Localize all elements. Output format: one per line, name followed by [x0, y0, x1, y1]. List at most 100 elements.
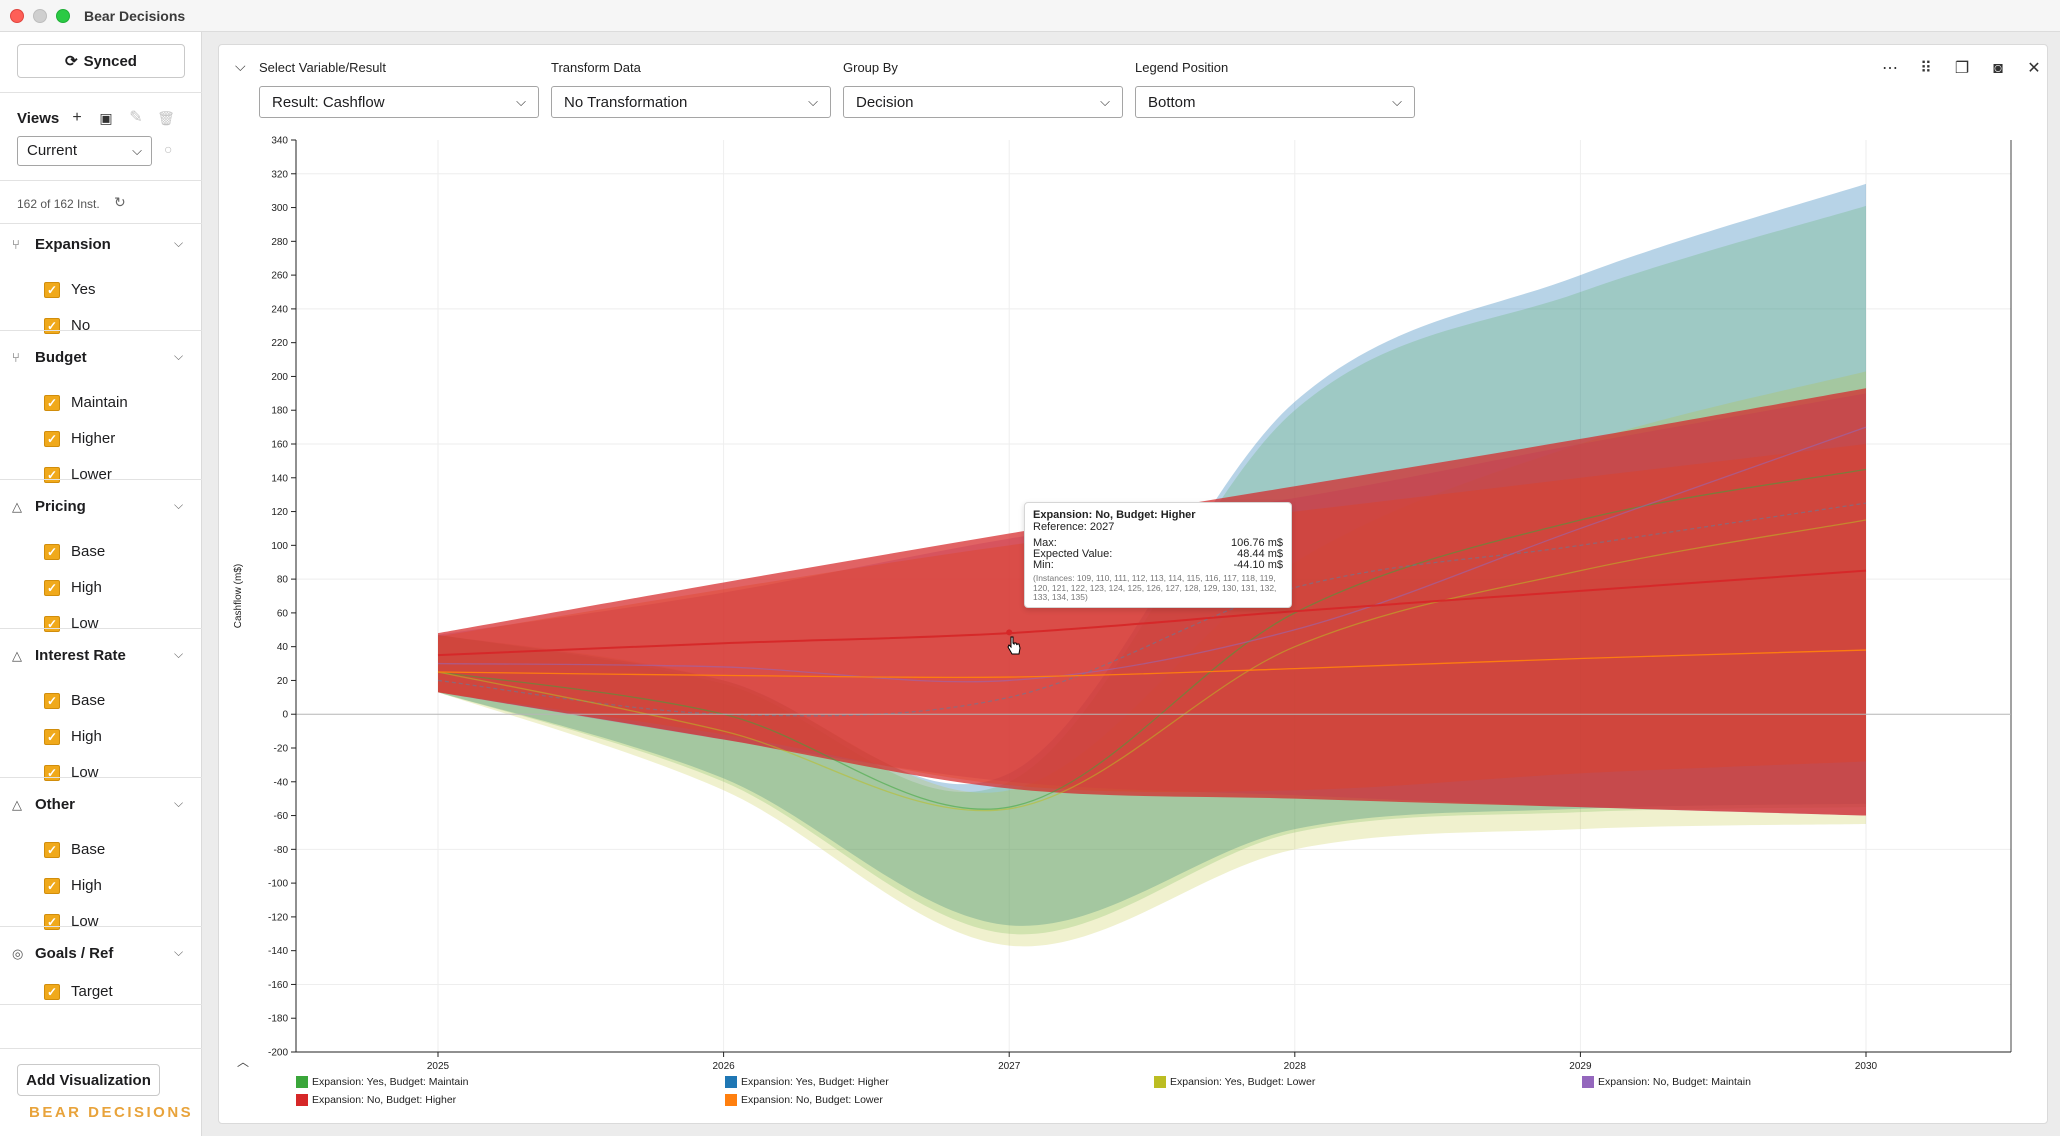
filter-group-header[interactable]: ◎ Goals / Ref ⌵ — [0, 941, 202, 969]
tooltip-instances: (Instances: 109, 110, 111, 112, 113, 114… — [1033, 573, 1277, 602]
chevron-down-icon[interactable]: ⌵ — [174, 498, 184, 512]
divider — [0, 1004, 202, 1005]
filter-option[interactable]: ✓ Base — [0, 540, 202, 566]
group-by-select[interactable]: Decision ⌵ — [843, 86, 1123, 118]
drag-handle-icon[interactable]: ⠿ — [1920, 60, 1932, 77]
chevron-down-icon: ⌵ — [808, 94, 818, 109]
filter-group-header[interactable]: ⑂ Expansion ⌵ — [0, 232, 202, 260]
view-select[interactable]: Current ⌵ — [17, 136, 152, 166]
legend-position-select[interactable]: Bottom ⌵ — [1135, 86, 1415, 118]
legend-swatch — [725, 1094, 737, 1106]
close-window-button[interactable] — [10, 9, 24, 23]
x-tick-label: 2030 — [1855, 1061, 1878, 1072]
filter-group-header[interactable]: △ Other ⌵ — [0, 792, 202, 820]
filter-option[interactable]: ✓ High — [0, 874, 202, 900]
y-tick-label: 120 — [271, 507, 288, 518]
filter-option[interactable]: ✓ Base — [0, 689, 202, 715]
y-tick-label: -100 — [268, 879, 288, 890]
delete-view-icon[interactable]: 🗑 — [157, 110, 175, 126]
legend-item[interactable]: Expansion: Yes, Budget: Higher — [725, 1076, 889, 1088]
checkbox-checked[interactable]: ✓ — [44, 842, 60, 858]
collapse-controls-icon[interactable]: ⌵ — [235, 58, 246, 74]
filter-group-header[interactable]: △ Pricing ⌵ — [0, 494, 202, 522]
checkbox-checked[interactable]: ✓ — [44, 878, 60, 894]
legend-item[interactable]: Expansion: No, Budget: Maintain — [1582, 1076, 1751, 1088]
chevron-down-icon[interactable]: ⌵ — [174, 349, 184, 363]
expected-value-line — [437, 468, 1867, 810]
legend-position-label: Legend Position — [1135, 60, 1229, 75]
filter-option[interactable]: ✓ Target — [0, 980, 202, 1006]
chevron-down-icon: ⌵ — [516, 94, 526, 109]
legend-position-select-value: Bottom — [1148, 94, 1196, 111]
filter-option-label: High — [71, 579, 102, 596]
add-visualization-button[interactable]: Add Visualization — [17, 1064, 160, 1096]
checkbox-checked[interactable]: ✓ — [44, 729, 60, 745]
save-view-icon[interactable]: ▣ — [99, 110, 113, 126]
legend-item[interactable]: Expansion: Yes, Budget: Maintain — [296, 1076, 468, 1088]
y-tick-label: 280 — [271, 237, 288, 248]
checkbox-checked[interactable]: ✓ — [44, 580, 60, 596]
checkbox-checked[interactable]: ✓ — [44, 693, 60, 709]
refresh-instances-icon[interactable]: ↻ — [114, 194, 126, 210]
filter-group-title: Other — [35, 796, 76, 813]
close-panel-icon[interactable]: ✕ — [2027, 60, 2041, 77]
filter-option[interactable]: ✓ Maintain — [0, 391, 202, 417]
legend-label: Expansion: Yes, Budget: Higher — [741, 1076, 889, 1088]
transform-select[interactable]: No Transformation ⌵ — [551, 86, 831, 118]
tooltip-max-value: 106.76 m$ — [1231, 537, 1283, 549]
variable-select[interactable]: Result: Cashflow ⌵ — [259, 86, 539, 118]
filter-option-label: Low — [71, 764, 99, 781]
y-tick-label: 200 — [271, 372, 288, 383]
instance-count: 162 of 162 Inst. — [17, 197, 100, 211]
filter-option-label: High — [71, 877, 102, 894]
checkbox-checked[interactable]: ✓ — [44, 282, 60, 298]
filter-option[interactable]: ✓ Higher — [0, 427, 202, 453]
app-title: Bear Decisions — [84, 8, 186, 24]
edit-view-icon[interactable]: ✎ — [129, 109, 143, 126]
filter-option[interactable]: ✓ Yes — [0, 278, 202, 304]
legend-label: Expansion: No, Budget: Lower — [741, 1094, 883, 1106]
y-tick-label: 240 — [271, 304, 288, 315]
add-view-icon[interactable]: + — [72, 109, 82, 126]
y-tick-label: 20 — [277, 676, 289, 687]
variable-select-value: Result: Cashflow — [272, 94, 385, 111]
checkbox-checked[interactable]: ✓ — [44, 984, 60, 1000]
expand-legend-icon[interactable]: ︿ — [237, 1055, 250, 1069]
filter-group-header[interactable]: △ Interest Rate ⌵ — [0, 643, 202, 671]
minimize-window-button[interactable] — [33, 9, 47, 23]
legend-label: Expansion: Yes, Budget: Lower — [1170, 1076, 1316, 1088]
divider — [0, 223, 202, 224]
image-export-icon[interactable]: ◙ — [1993, 60, 2003, 77]
expected-value-line — [437, 649, 1867, 679]
filter-option[interactable]: ✓ High — [0, 725, 202, 751]
sync-label: Synced — [83, 52, 137, 70]
filter-option-label: High — [71, 728, 102, 745]
y-tick-label: -60 — [274, 811, 289, 822]
checkbox-checked[interactable]: ✓ — [44, 395, 60, 411]
filter-option[interactable]: ✓ High — [0, 576, 202, 602]
reset-view-icon[interactable]: ○ — [164, 141, 173, 157]
chevron-down-icon[interactable]: ⌵ — [174, 236, 184, 250]
maximize-window-button[interactable] — [56, 9, 70, 23]
legend-swatch — [725, 1076, 737, 1088]
chevron-down-icon[interactable]: ⌵ — [174, 647, 184, 661]
filter-option[interactable]: ✓ Base — [0, 838, 202, 864]
chevron-down-icon[interactable]: ⌵ — [174, 945, 184, 959]
filter-group-title: Pricing — [35, 498, 86, 515]
checkbox-checked[interactable]: ✓ — [44, 431, 60, 447]
filter-group-header[interactable]: ⑂ Budget ⌵ — [0, 345, 202, 373]
sync-button[interactable]: ⟳ Synced — [17, 44, 185, 78]
tooltip-ev-label: Expected Value: — [1033, 548, 1113, 560]
legend-item[interactable]: Expansion: No, Budget: Lower — [725, 1094, 883, 1106]
chevron-down-icon[interactable]: ⌵ — [174, 796, 184, 810]
copy-icon[interactable]: ❐ — [1954, 60, 1970, 77]
legend-item[interactable]: Expansion: Yes, Budget: Lower — [1154, 1076, 1315, 1088]
filter-option-label: Base — [71, 543, 106, 560]
checkbox-checked[interactable]: ✓ — [44, 544, 60, 560]
more-options-icon[interactable]: ⋯ — [1882, 60, 1898, 77]
divider — [0, 628, 202, 629]
chevron-down-icon: ⌵ — [1100, 94, 1110, 109]
y-tick-label: 40 — [277, 642, 289, 653]
legend-item[interactable]: Expansion: No, Budget: Higher — [296, 1094, 456, 1106]
brand-logo: BEAR DECISIONS — [29, 1104, 194, 1121]
